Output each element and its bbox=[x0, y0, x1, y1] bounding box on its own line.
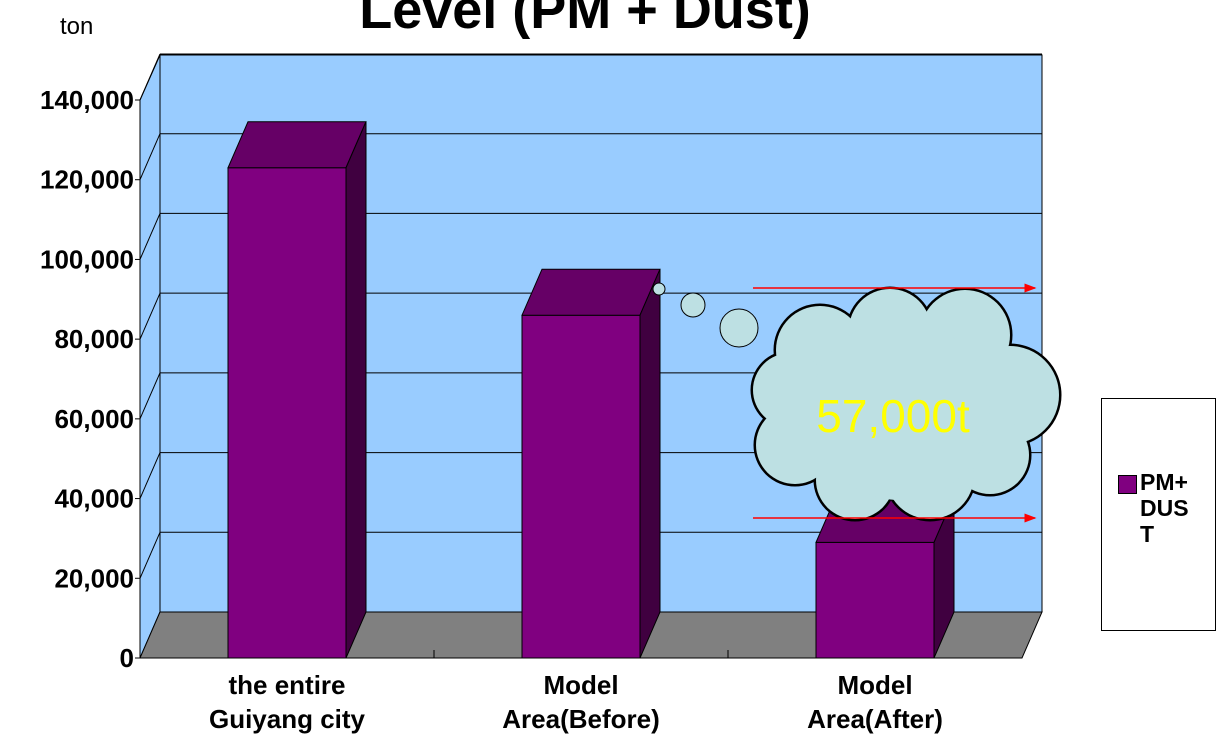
y-ticks: 0 20,000 40,000 60,000 80,000 100,000 120,000 1… bbox=[40, 85, 729, 673]
y-tick-label: 120,000 bbox=[40, 165, 134, 195]
bar bbox=[227, 167, 347, 659]
y-tick-label: 80,000 bbox=[54, 324, 134, 354]
cloud-fill bbox=[753, 289, 1059, 519]
bar-top bbox=[521, 268, 661, 316]
grid-line bbox=[139, 292, 161, 340]
bubble bbox=[719, 308, 759, 348]
bar-top bbox=[227, 121, 367, 169]
legend: PM+DUST bbox=[1101, 398, 1216, 631]
chart-title: Level (PM + Dust) bbox=[359, 0, 811, 40]
grid-line bbox=[139, 133, 161, 180]
bubble bbox=[680, 292, 706, 318]
grid-line bbox=[139, 53, 161, 101]
x-tick-label: Model Area(After) bbox=[807, 670, 943, 734]
legend-label: PM+DUST bbox=[1140, 469, 1189, 547]
bar-side bbox=[345, 121, 367, 659]
y-tick-label: 60,000 bbox=[54, 404, 134, 434]
y-tick-label: 140,000 bbox=[40, 85, 134, 115]
legend-swatch bbox=[1118, 475, 1137, 494]
y-tick-label: 20,000 bbox=[54, 563, 134, 593]
grid-line bbox=[139, 372, 161, 420]
grid-line bbox=[139, 452, 161, 499]
x-tick-label: Model Area(Before) bbox=[502, 670, 660, 734]
grid-line bbox=[139, 532, 161, 579]
thought-cloud: 57,000t bbox=[652, 282, 1062, 522]
bar bbox=[521, 314, 641, 659]
y-tick-label: 100,000 bbox=[40, 244, 134, 274]
bar-side bbox=[639, 269, 661, 659]
grid-line bbox=[139, 213, 161, 260]
y-tick-label: 40,000 bbox=[54, 484, 134, 514]
bubble bbox=[652, 282, 666, 296]
y-axis-label: ton bbox=[60, 13, 93, 40]
y-tick-label: 0 bbox=[120, 643, 134, 673]
bars bbox=[227, 121, 955, 659]
side-wall bbox=[139, 54, 161, 659]
annotation: 57,000t bbox=[816, 390, 970, 442]
bar bbox=[815, 541, 935, 659]
x-tick-label: the entire Guiyang city bbox=[208, 670, 366, 734]
